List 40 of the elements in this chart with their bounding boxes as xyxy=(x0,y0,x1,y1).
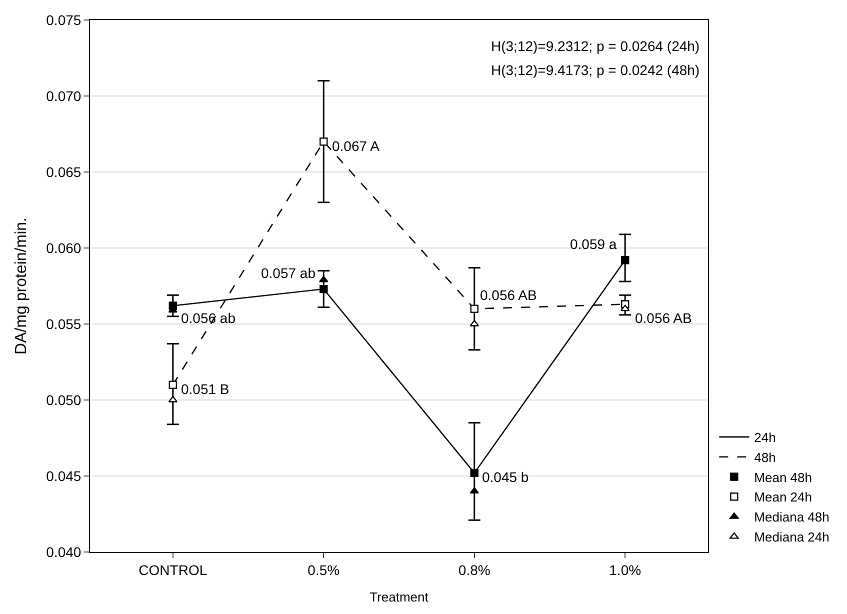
annotation: 0.056 AB xyxy=(480,287,537,303)
y-tick-label: 0.070 xyxy=(46,88,82,104)
point xyxy=(168,396,178,402)
y-axis-title: DA/mg protein/min. xyxy=(13,218,30,354)
y-tick-label: 0.040 xyxy=(46,544,82,560)
annotation: 0.067 A xyxy=(332,138,380,154)
y-tick-label: 0.050 xyxy=(46,392,82,408)
annotation: H(3;12)=9.4173; p = 0.0242 (48h) xyxy=(491,62,700,78)
legend-label: Mediana 48h xyxy=(754,510,830,525)
legend-label: Mediana 24h xyxy=(754,530,830,545)
annotation: 0.056 AB xyxy=(635,310,692,326)
annotation: 0.056 ab xyxy=(181,310,236,326)
annotation: 0.051 B xyxy=(181,381,230,397)
x-tick-label: 0.8% xyxy=(458,562,490,578)
point xyxy=(470,320,480,326)
point xyxy=(621,256,630,264)
x-tick-label: 1.0% xyxy=(609,562,642,578)
y-tick-label: 0.065 xyxy=(46,164,82,180)
y-tick-label: 0.075 xyxy=(46,12,82,28)
legend-label: Mean 24h xyxy=(754,490,812,505)
point xyxy=(470,487,480,494)
legend-label: 48h xyxy=(754,450,776,465)
x-axis-title: Treatment xyxy=(370,589,429,604)
point xyxy=(320,138,328,146)
annotation: H(3;12)=9.2312; p = 0.0264 (24h) xyxy=(491,38,700,54)
legend-label: 24h xyxy=(754,430,776,446)
point xyxy=(470,468,478,478)
point xyxy=(470,304,478,313)
y-tick-label: 0.055 xyxy=(46,316,82,332)
point xyxy=(168,380,177,389)
annotation: 0.057 ab xyxy=(261,265,316,281)
point xyxy=(320,284,328,294)
x-tick-label: CONTROL xyxy=(138,562,208,578)
y-tick-label: 0.045 xyxy=(46,468,82,484)
x-tick-label: 0.5% xyxy=(308,562,340,578)
point xyxy=(318,276,328,282)
y-tick-label: 0.060 xyxy=(46,240,82,256)
legend-label: Mean 48h xyxy=(754,470,812,485)
annotation: 0.059 a xyxy=(570,236,617,252)
annotation: 0.045 b xyxy=(482,469,529,485)
